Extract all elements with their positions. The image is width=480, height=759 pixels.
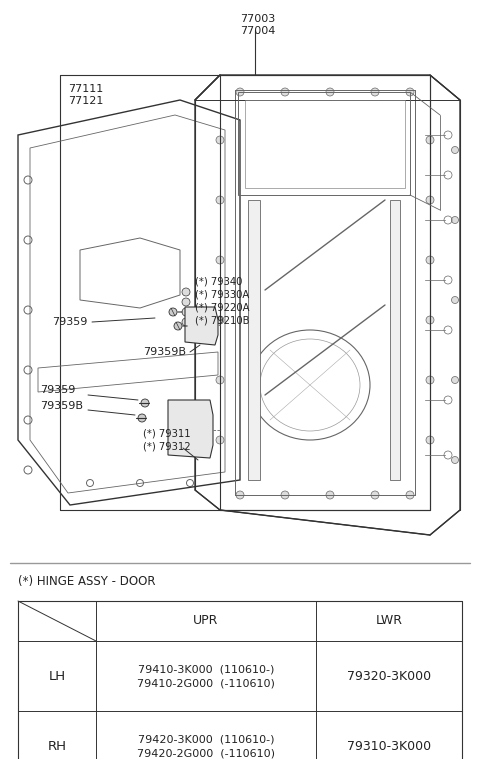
Circle shape xyxy=(426,256,434,264)
Text: 79359B: 79359B xyxy=(143,347,186,357)
Circle shape xyxy=(216,196,224,204)
Text: 77111
77121: 77111 77121 xyxy=(68,84,103,106)
Text: 79320-3K000: 79320-3K000 xyxy=(347,669,431,682)
Circle shape xyxy=(236,491,244,499)
Text: 79420-3K000  (110610-)
79420-2G000  (-110610): 79420-3K000 (110610-) 79420-2G000 (-1106… xyxy=(137,734,275,758)
Circle shape xyxy=(216,256,224,264)
Text: LWR: LWR xyxy=(375,615,403,628)
Text: 79310-3K000: 79310-3K000 xyxy=(347,739,431,752)
Circle shape xyxy=(175,409,181,415)
Circle shape xyxy=(452,456,458,464)
Circle shape xyxy=(216,136,224,144)
Circle shape xyxy=(190,312,196,318)
Circle shape xyxy=(141,399,149,407)
Circle shape xyxy=(426,376,434,384)
Polygon shape xyxy=(390,200,400,480)
Circle shape xyxy=(406,88,414,96)
Circle shape xyxy=(174,322,182,330)
Circle shape xyxy=(204,332,210,338)
Circle shape xyxy=(216,376,224,384)
Circle shape xyxy=(197,432,203,438)
Text: 79359B: 79359B xyxy=(40,401,83,411)
Circle shape xyxy=(182,318,190,326)
Circle shape xyxy=(175,432,181,438)
Text: (*) HINGE ASSY - DOOR: (*) HINGE ASSY - DOOR xyxy=(18,575,156,588)
Text: (*) 79311
(*) 79312: (*) 79311 (*) 79312 xyxy=(143,428,191,451)
Circle shape xyxy=(175,445,181,451)
Circle shape xyxy=(371,88,379,96)
Circle shape xyxy=(426,136,434,144)
Circle shape xyxy=(452,216,458,223)
Text: 79359: 79359 xyxy=(52,317,87,327)
Circle shape xyxy=(138,414,146,422)
Circle shape xyxy=(426,196,434,204)
Circle shape xyxy=(406,491,414,499)
Circle shape xyxy=(204,312,210,318)
Text: 79410-3K000  (110610-)
79410-2G000  (-110610): 79410-3K000 (110610-) 79410-2G000 (-1106… xyxy=(137,664,275,688)
Circle shape xyxy=(197,445,203,451)
Circle shape xyxy=(371,491,379,499)
Circle shape xyxy=(236,88,244,96)
Circle shape xyxy=(182,288,190,296)
Circle shape xyxy=(452,297,458,304)
Polygon shape xyxy=(168,400,213,458)
Circle shape xyxy=(426,436,434,444)
Text: 79359: 79359 xyxy=(40,385,75,395)
Polygon shape xyxy=(248,200,260,480)
Circle shape xyxy=(190,332,196,338)
Text: UPR: UPR xyxy=(193,615,219,628)
Circle shape xyxy=(426,316,434,324)
Text: RH: RH xyxy=(48,739,67,752)
Circle shape xyxy=(182,308,190,316)
Circle shape xyxy=(326,491,334,499)
Circle shape xyxy=(169,308,177,316)
Circle shape xyxy=(216,316,224,324)
Polygon shape xyxy=(185,307,218,345)
Circle shape xyxy=(452,376,458,383)
Circle shape xyxy=(281,88,289,96)
Text: LH: LH xyxy=(48,669,66,682)
Circle shape xyxy=(182,298,190,306)
Circle shape xyxy=(216,436,224,444)
Circle shape xyxy=(452,146,458,153)
Circle shape xyxy=(326,88,334,96)
Text: (*) 79340
(*) 79330A
(*) 79220A
(*) 79210B: (*) 79340 (*) 79330A (*) 79220A (*) 7921… xyxy=(195,276,250,326)
Circle shape xyxy=(197,409,203,415)
Text: 77003
77004: 77003 77004 xyxy=(240,14,276,36)
Circle shape xyxy=(281,491,289,499)
